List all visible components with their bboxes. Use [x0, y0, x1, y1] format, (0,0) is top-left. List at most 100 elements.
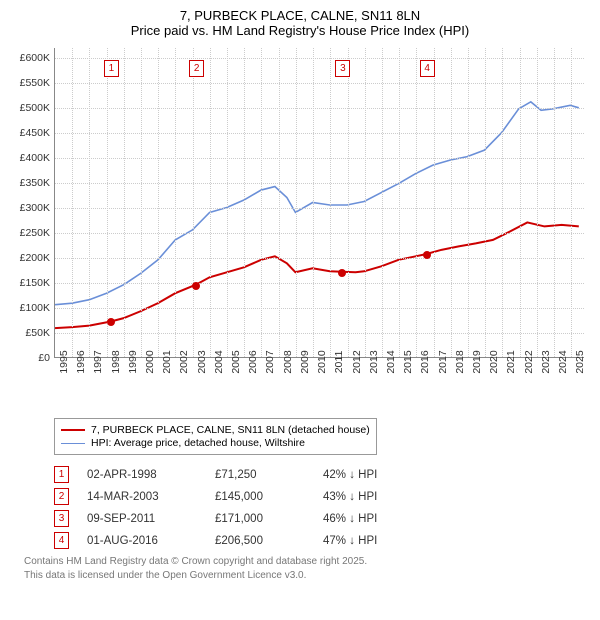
gridline-h	[55, 208, 584, 209]
sales-table-row: 102-APR-1998£71,25042% ↓ HPI	[54, 466, 590, 483]
sales-table-row: 401-AUG-2016£206,50047% ↓ HPI	[54, 532, 590, 549]
sale-date: 02-APR-1998	[87, 469, 197, 481]
gridline-v	[382, 48, 383, 357]
gridline-h	[55, 158, 584, 159]
sale-hpi-delta: 46% ↓ HPI	[323, 513, 413, 525]
gridline-v	[244, 48, 245, 357]
y-tick-label: £300K	[10, 202, 50, 214]
x-tick-label: 2003	[196, 350, 208, 373]
x-tick-label: 1998	[110, 350, 122, 373]
x-tick-label: 2007	[264, 350, 276, 373]
y-tick-label: £400K	[10, 152, 50, 164]
x-tick-label: 2023	[540, 350, 552, 373]
gridline-v	[210, 48, 211, 357]
legend-label: HPI: Average price, detached house, Wilt…	[91, 437, 305, 449]
gridline-v	[72, 48, 73, 357]
gridline-v	[365, 48, 366, 357]
y-tick-label: £0	[10, 352, 50, 364]
gridline-v	[261, 48, 262, 357]
plot-area: 1234	[54, 48, 584, 358]
x-tick-label: 2006	[247, 350, 259, 373]
sales-table-row: 214-MAR-2003£145,00043% ↓ HPI	[54, 488, 590, 505]
x-tick-label: 2025	[574, 350, 586, 373]
y-tick-label: £500K	[10, 102, 50, 114]
gridline-v	[313, 48, 314, 357]
gridline-v	[434, 48, 435, 357]
gridline-h	[55, 58, 584, 59]
x-tick-label: 2000	[144, 350, 156, 373]
gridline-v	[158, 48, 159, 357]
x-tick-label: 1997	[92, 350, 104, 373]
gridline-v	[537, 48, 538, 357]
y-tick-label: £250K	[10, 227, 50, 239]
sale-marker-box: 1	[104, 60, 119, 77]
sales-table-row: 309-SEP-2011£171,00046% ↓ HPI	[54, 510, 590, 527]
sale-hpi-delta: 42% ↓ HPI	[323, 469, 413, 481]
sale-date: 14-MAR-2003	[87, 491, 197, 503]
x-tick-label: 1999	[127, 350, 139, 373]
footnote-line2: This data is licensed under the Open Gov…	[24, 569, 590, 583]
gridline-v	[175, 48, 176, 357]
sale-index-box: 4	[54, 532, 69, 549]
footnote-line1: Contains HM Land Registry data © Crown c…	[24, 555, 590, 569]
x-tick-label: 2024	[557, 350, 569, 373]
legend-swatch	[61, 429, 85, 431]
sale-price: £171,000	[215, 513, 305, 525]
x-tick-label: 1995	[58, 350, 70, 373]
title-subtitle: Price paid vs. HM Land Registry's House …	[10, 23, 590, 38]
gridline-v	[502, 48, 503, 357]
x-tick-label: 2004	[213, 350, 225, 373]
x-tick-label: 2021	[505, 350, 517, 373]
gridline-h	[55, 283, 584, 284]
legend-row: HPI: Average price, detached house, Wilt…	[61, 437, 370, 449]
x-tick-label: 2008	[282, 350, 294, 373]
gridline-v	[571, 48, 572, 357]
sale-index-box: 1	[54, 466, 69, 483]
footnote: Contains HM Land Registry data © Crown c…	[24, 555, 590, 582]
sale-index-box: 2	[54, 488, 69, 505]
sale-marker-dot	[423, 251, 431, 259]
y-tick-label: £150K	[10, 277, 50, 289]
gridline-v	[279, 48, 280, 357]
gridline-h	[55, 133, 584, 134]
x-tick-label: 1996	[75, 350, 87, 373]
x-tick-label: 2018	[454, 350, 466, 373]
x-tick-label: 2001	[161, 350, 173, 373]
sale-marker-dot	[192, 282, 200, 290]
x-tick-label: 2019	[471, 350, 483, 373]
chart-container: 7, PURBECK PLACE, CALNE, SN11 8LN Price …	[0, 0, 600, 620]
gridline-v	[399, 48, 400, 357]
gridline-v	[193, 48, 194, 357]
x-tick-label: 2010	[316, 350, 328, 373]
x-tick-label: 2005	[230, 350, 242, 373]
series-price_paid	[55, 222, 579, 328]
x-tick-label: 2014	[385, 350, 397, 373]
sale-index-box: 3	[54, 510, 69, 527]
sale-marker-box: 3	[335, 60, 350, 77]
y-tick-label: £550K	[10, 77, 50, 89]
gridline-v	[89, 48, 90, 357]
sale-date: 01-AUG-2016	[87, 535, 197, 547]
sales-table: 102-APR-1998£71,25042% ↓ HPI214-MAR-2003…	[54, 466, 590, 549]
gridline-v	[107, 48, 108, 357]
x-tick-label: 2009	[299, 350, 311, 373]
title-block: 7, PURBECK PLACE, CALNE, SN11 8LN Price …	[10, 8, 590, 38]
sale-marker-dot	[107, 318, 115, 326]
x-tick-label: 2013	[368, 350, 380, 373]
x-tick-label: 2011	[333, 351, 345, 374]
x-tick-label: 2012	[351, 350, 363, 373]
gridline-v	[416, 48, 417, 357]
x-tick-label: 2022	[523, 350, 535, 373]
gridline-v	[485, 48, 486, 357]
gridline-h	[55, 258, 584, 259]
gridline-v	[554, 48, 555, 357]
sale-marker-box: 4	[420, 60, 435, 77]
legend-label: 7, PURBECK PLACE, CALNE, SN11 8LN (detac…	[91, 424, 370, 436]
title-address: 7, PURBECK PLACE, CALNE, SN11 8LN	[10, 8, 590, 23]
sale-price: £145,000	[215, 491, 305, 503]
x-tick-label: 2016	[419, 350, 431, 373]
legend: 7, PURBECK PLACE, CALNE, SN11 8LN (detac…	[54, 418, 377, 455]
legend-swatch	[61, 443, 85, 444]
x-tick-label: 2020	[488, 350, 500, 373]
gridline-h	[55, 333, 584, 334]
